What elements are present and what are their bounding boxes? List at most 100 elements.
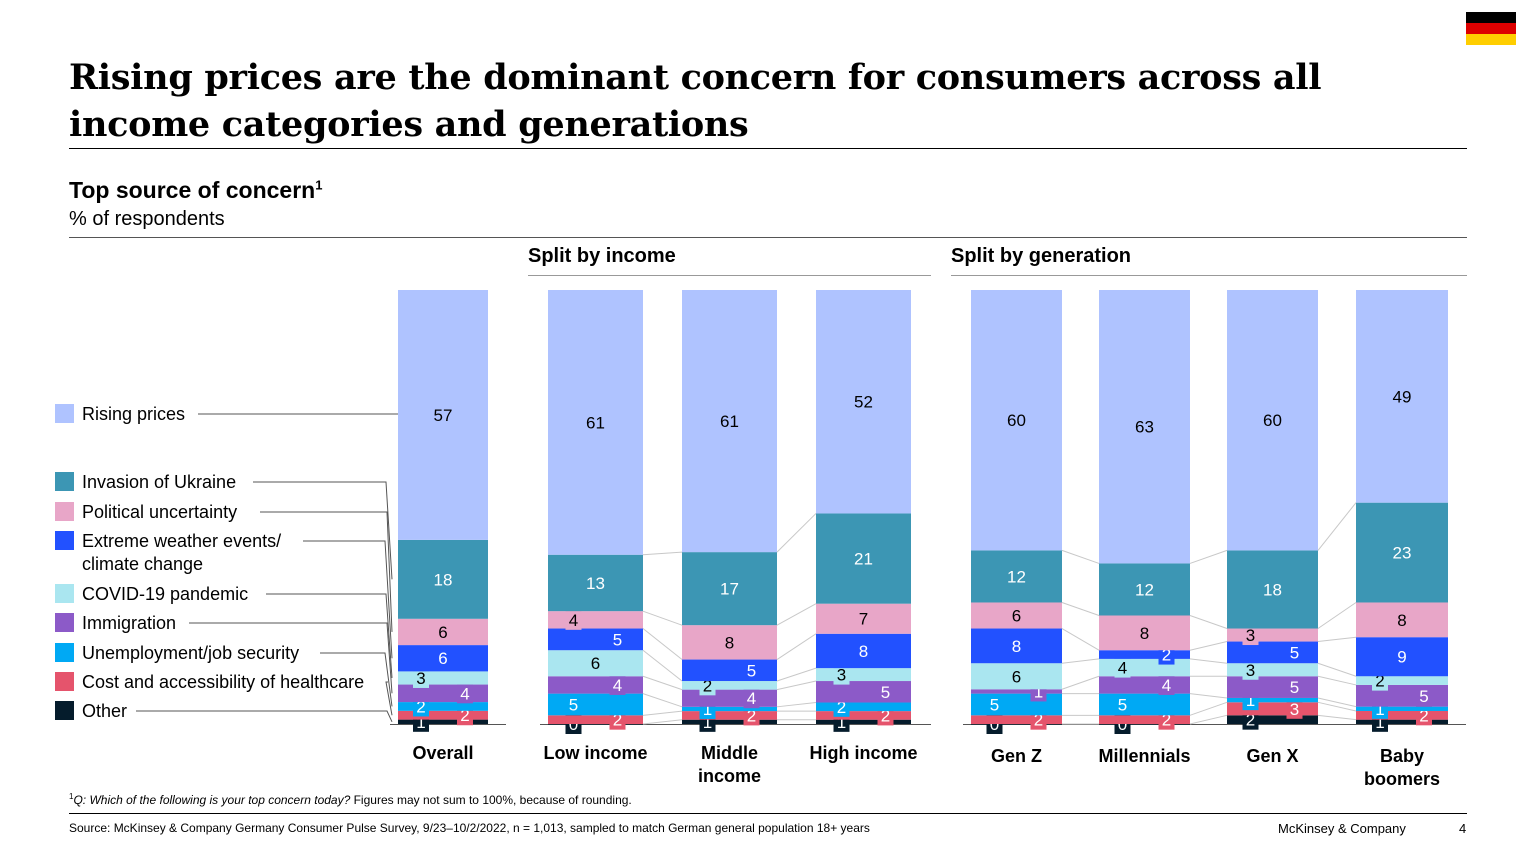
category-label: Gen X bbox=[1246, 746, 1298, 766]
connector-line bbox=[1317, 502, 1357, 551]
connector-line bbox=[1189, 693, 1228, 699]
source-note: Source: McKinsey & Company Germany Consu… bbox=[69, 821, 870, 835]
footnote: 1Q: Which of the following is your top c… bbox=[69, 792, 632, 807]
data-label: 5 bbox=[747, 661, 756, 680]
data-label: 49 bbox=[1393, 387, 1412, 406]
bar-high-income-cost-and-accessibility-of-healthcare bbox=[816, 711, 911, 720]
data-label-box bbox=[1114, 657, 1131, 678]
bar-millennials-invasion-of-ukraine bbox=[1099, 563, 1190, 616]
bar-middle-income-cost-and-accessibility-of-healthcare bbox=[682, 711, 777, 720]
data-label: 17 bbox=[720, 580, 739, 599]
legend-leader-line bbox=[189, 622, 393, 694]
connector-line bbox=[1061, 628, 1100, 651]
data-label: 18 bbox=[1263, 580, 1282, 599]
title-divider bbox=[69, 148, 1467, 149]
legend-label: Extreme weather events/ bbox=[82, 531, 281, 551]
data-label-box bbox=[565, 694, 582, 715]
data-label: 8 bbox=[859, 642, 868, 661]
bar-gen-z-unemployment-job-security bbox=[971, 693, 1062, 716]
connector-line bbox=[776, 603, 817, 626]
data-label: 63 bbox=[1135, 418, 1154, 437]
bar-gen-x-political-uncertainty bbox=[1227, 628, 1318, 642]
data-label: 1 bbox=[1034, 682, 1043, 701]
data-label: 12 bbox=[1007, 567, 1026, 586]
bar-middle-income-immigration bbox=[682, 689, 777, 707]
bar-middle-income-invasion-of-ukraine bbox=[682, 552, 777, 626]
data-label: 4 bbox=[1118, 659, 1127, 678]
connector-line bbox=[642, 551, 683, 556]
data-label: 2 bbox=[703, 676, 712, 695]
data-label-box bbox=[1416, 685, 1432, 706]
chart-subtitle-text: Top source of concern bbox=[69, 177, 316, 203]
legend-leader-line bbox=[320, 652, 393, 707]
bar-middle-income-unemployment-job-security bbox=[682, 706, 777, 712]
data-label: 5 bbox=[1290, 678, 1299, 697]
data-label: 18 bbox=[434, 570, 453, 589]
bar-low-income-invasion-of-ukraine bbox=[548, 554, 643, 612]
connector-line bbox=[642, 710, 683, 716]
footnote-note: Figures may not sum to 100%, because of … bbox=[350, 793, 632, 807]
legend-swatch-rising-prices bbox=[55, 404, 74, 423]
legend-swatch-unemployment-job-security bbox=[55, 643, 74, 662]
bar-baby-boomers-unemployment-job-security bbox=[1356, 706, 1448, 711]
data-label: 3 bbox=[416, 669, 425, 688]
connector-line bbox=[1061, 658, 1100, 664]
bar-high-income-immigration bbox=[816, 681, 911, 703]
bar-gen-z-rising-prices bbox=[971, 290, 1062, 551]
data-label-box bbox=[833, 664, 850, 685]
connector-line bbox=[776, 513, 817, 553]
bar-baby-boomers-political-uncertainty bbox=[1356, 602, 1448, 638]
bar-high-income-unemployment-job-security bbox=[816, 702, 911, 712]
bar-high-income-rising-prices bbox=[816, 290, 911, 514]
data-label: 4 bbox=[747, 689, 756, 708]
bar-baby-boomers-rising-prices bbox=[1356, 290, 1448, 503]
data-label: 0 bbox=[990, 715, 999, 734]
bar-low-income-other bbox=[548, 724, 643, 725]
data-label: 2 bbox=[1034, 711, 1043, 730]
category-label: Middle bbox=[701, 743, 758, 763]
bar-gen-z-political-uncertainty bbox=[971, 602, 1062, 629]
bar-gen-x-extreme-weather-events-climate-change bbox=[1227, 641, 1318, 664]
connector-line bbox=[1189, 641, 1228, 651]
bar-baby-boomers-cost-and-accessibility-of-healthcare bbox=[1356, 710, 1448, 720]
category-label: Millennials bbox=[1098, 746, 1190, 766]
data-label: 2 bbox=[1375, 672, 1384, 691]
legend-label: Invasion of Ukraine bbox=[82, 472, 236, 492]
data-label: 1 bbox=[703, 700, 712, 719]
data-label: 2 bbox=[881, 706, 890, 725]
data-label: 2 bbox=[1162, 711, 1171, 730]
data-label: 2 bbox=[747, 706, 756, 725]
bar-gen-x-unemployment-job-security bbox=[1227, 697, 1318, 703]
legend-label: Rising prices bbox=[82, 404, 185, 424]
page-title: Rising prices are the dominant concern f… bbox=[69, 57, 1322, 145]
data-label: 61 bbox=[720, 412, 739, 431]
data-label: 9 bbox=[1397, 648, 1406, 667]
data-label-box bbox=[609, 629, 626, 650]
data-label: 2 bbox=[1419, 706, 1428, 725]
bar-millennials-rising-prices bbox=[1099, 290, 1190, 564]
bar-high-income-extreme-weather-events-climate-change bbox=[816, 633, 911, 669]
generation-group-rule bbox=[951, 275, 1467, 276]
bar-gen-z-covid-19-pandemic bbox=[971, 663, 1062, 690]
data-label: 1 bbox=[1375, 700, 1384, 719]
legend-swatch-other bbox=[55, 701, 74, 720]
data-label-box bbox=[413, 667, 429, 688]
bar-low-income-covid-19-pandemic bbox=[548, 650, 643, 677]
legend-label: Immigration bbox=[82, 613, 176, 633]
bar-overall-rising-prices bbox=[398, 290, 488, 540]
bar-overall-immigration bbox=[398, 684, 488, 703]
bar-gen-z-cost-and-accessibility-of-healthcare bbox=[971, 715, 1062, 724]
connector-line bbox=[1061, 602, 1100, 616]
bar-low-income-immigration bbox=[548, 676, 643, 694]
data-label-box bbox=[877, 681, 894, 702]
connector-line bbox=[1061, 675, 1100, 690]
footnote-question: Q: Which of the following is your top co… bbox=[73, 793, 351, 807]
bar-middle-income-rising-prices bbox=[682, 290, 777, 553]
data-label: 4 bbox=[613, 676, 622, 695]
data-label: 1 bbox=[1246, 691, 1255, 710]
legend-leader-line bbox=[136, 710, 393, 723]
connector-line bbox=[1189, 658, 1228, 664]
data-label: 5 bbox=[990, 695, 999, 714]
bar-overall-invasion-of-ukraine bbox=[398, 539, 488, 619]
legend-swatch-immigration bbox=[55, 613, 74, 632]
